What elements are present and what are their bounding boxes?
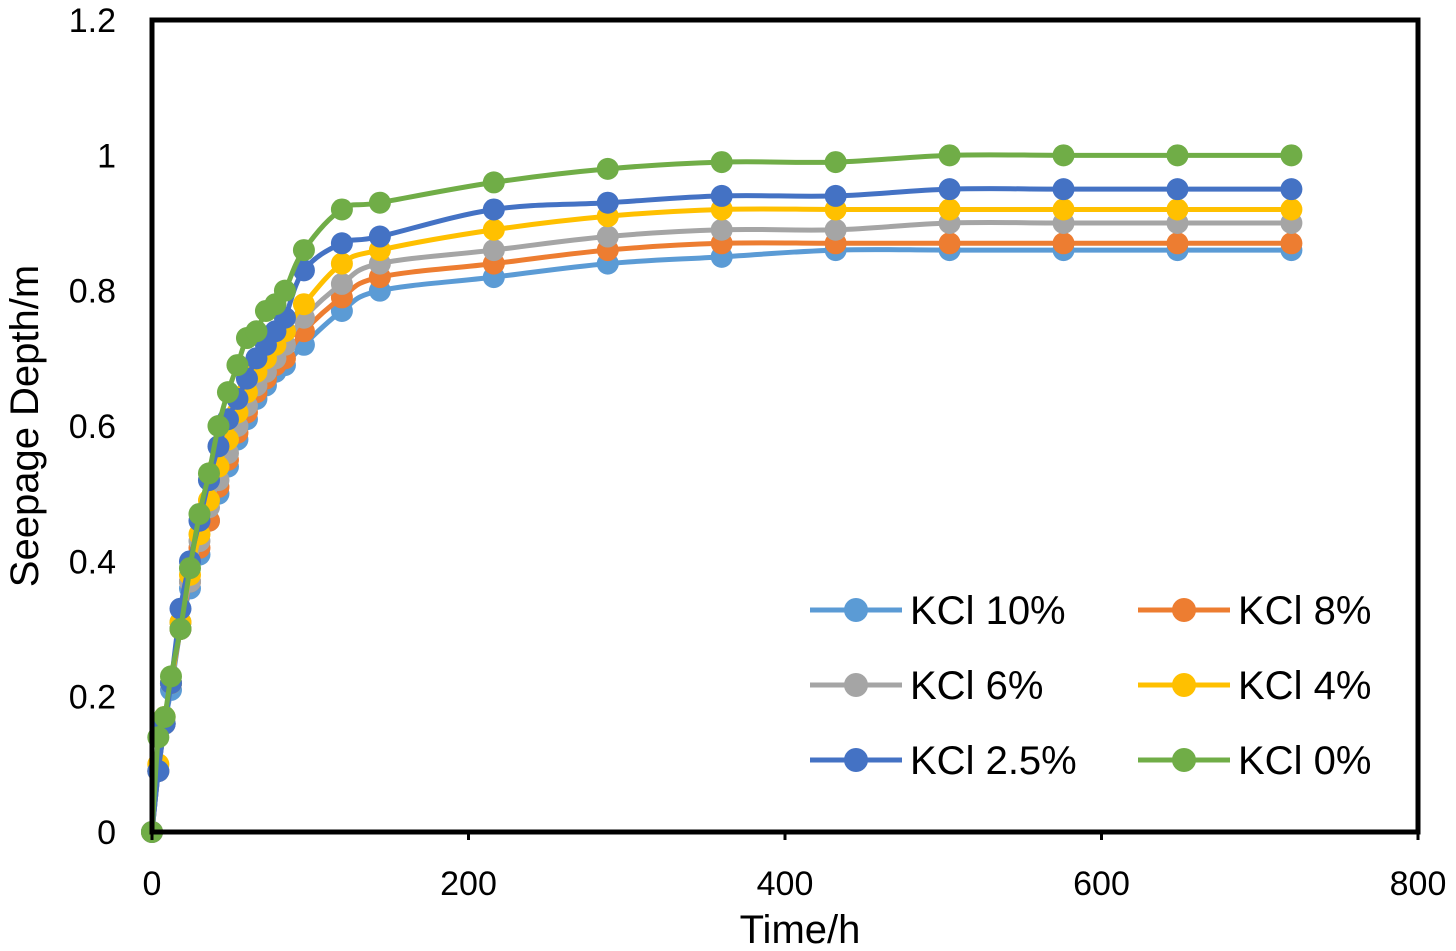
- y-tick-label: 0.4: [69, 543, 116, 581]
- plot-frame: [149, 17, 1421, 835]
- data-point: [596, 157, 619, 180]
- data-point: [1166, 198, 1189, 221]
- data-point: [1052, 178, 1075, 201]
- data-point: [824, 218, 847, 241]
- series-kcl-4-: [141, 198, 1303, 843]
- data-point: [938, 232, 961, 255]
- series-kcl-0-: [141, 144, 1303, 843]
- data-point: [824, 151, 847, 174]
- legend-marker: [1172, 598, 1196, 622]
- data-point: [482, 171, 505, 194]
- x-tick-label: 600: [1073, 865, 1130, 903]
- legend-marker: [1172, 748, 1196, 772]
- data-point: [1280, 232, 1303, 255]
- data-point: [710, 218, 733, 241]
- legend-label: KCl 8%: [1238, 589, 1371, 633]
- legend-entry: KCl 2.5%: [810, 739, 1077, 783]
- legend-label: KCl 6%: [910, 664, 1043, 708]
- y-axis-ticks: 0 0.2 0.4 0.6 0.8 1 1.2: [69, 2, 116, 852]
- data-point: [169, 618, 192, 640]
- y-tick-label: 0.2: [69, 679, 116, 717]
- y-tick-label: 0.8: [69, 273, 116, 311]
- x-tick-label: 800: [1390, 865, 1447, 903]
- data-point: [1280, 178, 1303, 201]
- x-axis-ticks: 0 200 400 600 800: [143, 832, 1447, 903]
- data-point: [292, 293, 315, 316]
- data-point: [330, 232, 353, 255]
- data-point: [216, 381, 239, 404]
- x-tick-label: 0: [143, 865, 162, 903]
- legend-label: KCl 4%: [1238, 664, 1371, 708]
- y-tick-label: 0.6: [69, 408, 116, 446]
- data-point: [482, 198, 505, 221]
- data-point: [330, 272, 353, 295]
- data-point: [1052, 144, 1075, 167]
- legend-marker: [844, 598, 868, 622]
- series-kcl-6-: [141, 212, 1303, 843]
- data-point: [1280, 144, 1303, 167]
- legend-entry: KCl 8%: [1138, 589, 1371, 633]
- legend-marker: [844, 673, 868, 697]
- y-tick-label: 0: [97, 814, 116, 852]
- data-point: [330, 198, 353, 221]
- data-point: [938, 198, 961, 221]
- series-line: [149, 240, 1292, 833]
- data-point: [245, 320, 268, 343]
- data-point: [482, 239, 505, 262]
- x-tick-label: 400: [757, 865, 814, 903]
- data-point: [292, 239, 315, 262]
- data-point: [207, 415, 230, 437]
- data-point: [226, 354, 249, 377]
- legend-marker: [844, 748, 868, 772]
- legend: KCl 10% KCl 8% KCl 6% KCl 4% KCl 2.5% KCl 0%: [810, 589, 1371, 783]
- data-point: [197, 462, 220, 485]
- series-line: [149, 247, 1292, 833]
- legend-entry: KCl 6%: [810, 664, 1043, 708]
- series-kcl-10-: [141, 239, 1303, 843]
- data-point: [482, 218, 505, 241]
- y-axis-title: Seepage Depth/m: [3, 265, 47, 587]
- legend-label: KCl 10%: [910, 589, 1066, 633]
- data-point: [1166, 232, 1189, 255]
- series-kcl-2-5-: [141, 178, 1303, 843]
- data-point: [273, 279, 296, 302]
- x-axis-title: Time/h: [740, 908, 861, 951]
- data-point: [1052, 198, 1075, 221]
- data-point: [159, 665, 182, 688]
- data-point: [596, 225, 619, 248]
- y-tick-label: 1: [97, 137, 116, 175]
- data-point: [1166, 144, 1189, 167]
- data-point: [710, 151, 733, 174]
- legend-entry: KCl 10%: [810, 589, 1066, 633]
- legend-entry: KCl 4%: [1138, 664, 1371, 708]
- y-tick-label: 1.2: [69, 2, 116, 40]
- x-tick-label: 200: [440, 865, 497, 903]
- data-point: [368, 225, 391, 248]
- legend-marker: [1172, 673, 1196, 697]
- data-point: [596, 191, 619, 214]
- legend-label: KCl 2.5%: [910, 739, 1077, 783]
- legend-entry: KCl 0%: [1138, 739, 1371, 783]
- data-point: [1166, 178, 1189, 201]
- data-point: [1052, 232, 1075, 255]
- data-point: [153, 705, 176, 728]
- data-point: [178, 557, 201, 580]
- series-kcl-8-: [141, 232, 1303, 843]
- data-point: [938, 178, 961, 201]
- data-point: [188, 502, 211, 525]
- data-point: [1280, 198, 1303, 221]
- data-point: [824, 184, 847, 207]
- series-layer: [141, 144, 1303, 843]
- legend-label: KCl 0%: [1238, 739, 1371, 783]
- data-point: [938, 144, 961, 167]
- data-point: [368, 191, 391, 214]
- data-point: [710, 184, 733, 207]
- data-point: [330, 252, 353, 275]
